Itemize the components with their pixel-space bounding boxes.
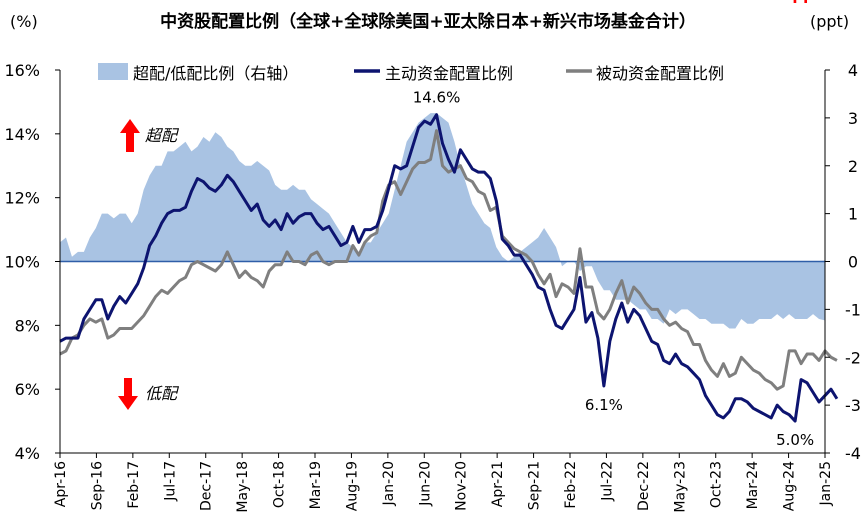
legend-swatch-area	[98, 63, 128, 80]
annotation-layer: 14.6% 6.1% 5.0% -1.23ppt	[413, 0, 821, 449]
x-tick-label: May-18	[235, 461, 251, 513]
series-line-active	[59, 113, 839, 423]
right-tick-label: 3	[848, 109, 858, 128]
right-axis-unit: (ppt)	[810, 12, 849, 31]
left-tick-label: 8%	[15, 316, 40, 335]
x-tick-label: Nov-20	[454, 461, 470, 511]
underweight-marker: 低配	[118, 378, 180, 410]
underweight-label: 低配	[145, 384, 180, 403]
series-area-overweight	[60, 113, 825, 329]
x-tick-label: Sep-16	[89, 461, 105, 510]
annotation-label: 5.0%	[776, 431, 814, 449]
x-tick-label: Mar-19	[308, 461, 324, 509]
x-tick-label: Aug-19	[344, 461, 360, 511]
x-tick-label: Feb-17	[126, 461, 142, 509]
overweight-marker: 超配	[120, 119, 180, 152]
x-tick-label: Jul-22	[599, 461, 615, 502]
left-tick-label: 12%	[4, 189, 40, 208]
annotation-label: 14.6%	[413, 89, 461, 107]
x-tick-label: Oct-23	[709, 461, 725, 508]
left-tick-label: 10%	[4, 253, 40, 272]
left-tick-label: 4%	[15, 444, 40, 463]
x-tick-label: Dec-17	[199, 461, 215, 511]
up-arrow-icon	[120, 119, 140, 152]
x-tick-label: Sep-21	[527, 461, 543, 510]
left-tick-label: 16%	[4, 61, 40, 80]
x-tick-label: Feb-22	[563, 461, 579, 509]
left-tick-label: 6%	[15, 380, 40, 399]
down-arrow-icon	[118, 378, 138, 410]
legend-label-passive: 被动资金配置比例	[596, 64, 724, 83]
x-tick-label: Jun-20	[417, 461, 433, 507]
right-tick-label: 4	[848, 61, 858, 80]
overweight-area-layer	[60, 113, 825, 329]
chart-title: 中资股配置比例（全球+全球除美国+亚太除日本+新兴市场基金合计）	[160, 11, 696, 32]
x-tick-label: Aug-24	[782, 461, 798, 511]
x-tick-label: Jan-25	[818, 461, 834, 506]
annotation-label: 6.1%	[585, 396, 623, 414]
x-tick-label: Oct-18	[272, 461, 288, 508]
x-tick-label: Jul-17	[162, 461, 178, 502]
x-tick-label: Apr-21	[490, 461, 506, 507]
right-tick-label: -3	[845, 396, 861, 415]
annotation-label: -1.23ppt	[749, 0, 821, 4]
axes-layer: 4% 6% 8% 10% 12% 14% 16% -4 -3 -2 -1 0 1 2 3 4 Apr-16 Sep…	[4, 61, 861, 513]
left-axis-unit: (%)	[10, 12, 38, 31]
x-tick-label: Apr-16	[53, 461, 69, 507]
legend-label-area: 超配/低配比例（右轴）	[133, 64, 298, 83]
right-tick-label: 2	[848, 157, 858, 176]
legend-label-active: 主动资金配置比例	[385, 64, 513, 83]
right-tick-label: 1	[848, 205, 858, 224]
overweight-label: 超配	[145, 126, 180, 145]
series-line-passive	[59, 129, 838, 391]
x-tick-label: Dec-22	[636, 461, 652, 511]
right-tick-label: -2	[845, 348, 861, 367]
right-tick-label: -4	[845, 444, 861, 463]
right-tick-label: 0	[848, 253, 858, 272]
plot-area: 4% 6% 8% 10% 12% 14% 16% -4 -3 -2 -1 0 1 2 3 4 Apr-16 Sep…	[4, 0, 861, 513]
right-tick-label: -1	[845, 300, 861, 319]
x-tick-label: May-23	[672, 461, 688, 513]
x-tick-label: Jan-20	[381, 461, 397, 506]
left-tick-label: 14%	[4, 125, 40, 144]
legend: 超配/低配比例（右轴） 主动资金配置比例 被动资金配置比例	[98, 63, 724, 83]
line-layer	[59, 113, 839, 423]
x-tick-label: Mar-24	[745, 461, 761, 509]
